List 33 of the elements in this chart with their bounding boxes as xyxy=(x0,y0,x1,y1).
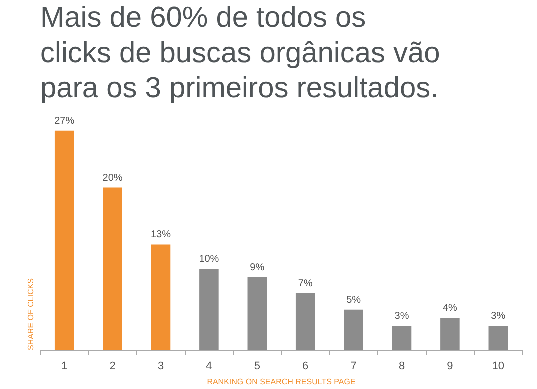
x-axis-title: RANKING ON SEARCH RESULTS PAGE xyxy=(207,378,356,386)
x-tick-label: 5 xyxy=(254,360,260,372)
data-label: 27% xyxy=(54,116,75,127)
x-tick-label: 10 xyxy=(492,360,505,372)
data-label: 13% xyxy=(150,230,172,241)
x-tick-label: 4 xyxy=(206,360,212,372)
x-tick-label: 8 xyxy=(398,360,406,372)
x-tick-label: 6 xyxy=(302,360,309,372)
bar xyxy=(344,310,364,350)
bar xyxy=(200,269,219,350)
data-label: 3% xyxy=(394,311,410,322)
chart-title: Mais de 60% de todos os clicks de buscas orgânicas vão para os 3 primeiros resultados. xyxy=(40,2,440,104)
data-label: 5% xyxy=(346,294,362,306)
bar xyxy=(248,277,268,350)
bar xyxy=(54,130,74,350)
x-tick-label: 9 xyxy=(447,360,454,372)
data-label: 10% xyxy=(199,254,220,266)
data-label: 3% xyxy=(491,311,506,322)
bar xyxy=(440,318,460,350)
x-tick-label: 3 xyxy=(158,360,164,372)
x-tick-label: 1 xyxy=(62,360,68,372)
data-label: 4% xyxy=(442,302,458,314)
data-label: 7% xyxy=(298,278,313,290)
x-tick-label: 7 xyxy=(350,360,357,372)
x-tick-label: 2 xyxy=(110,360,116,372)
bar xyxy=(488,326,508,350)
bar xyxy=(296,294,316,350)
data-label: 9% xyxy=(250,262,265,274)
bar xyxy=(392,326,412,350)
bar xyxy=(151,244,171,350)
data-label: 20% xyxy=(102,172,123,184)
y-axis-title: SHARE OF CLICKS xyxy=(26,278,36,350)
bar xyxy=(103,188,122,350)
